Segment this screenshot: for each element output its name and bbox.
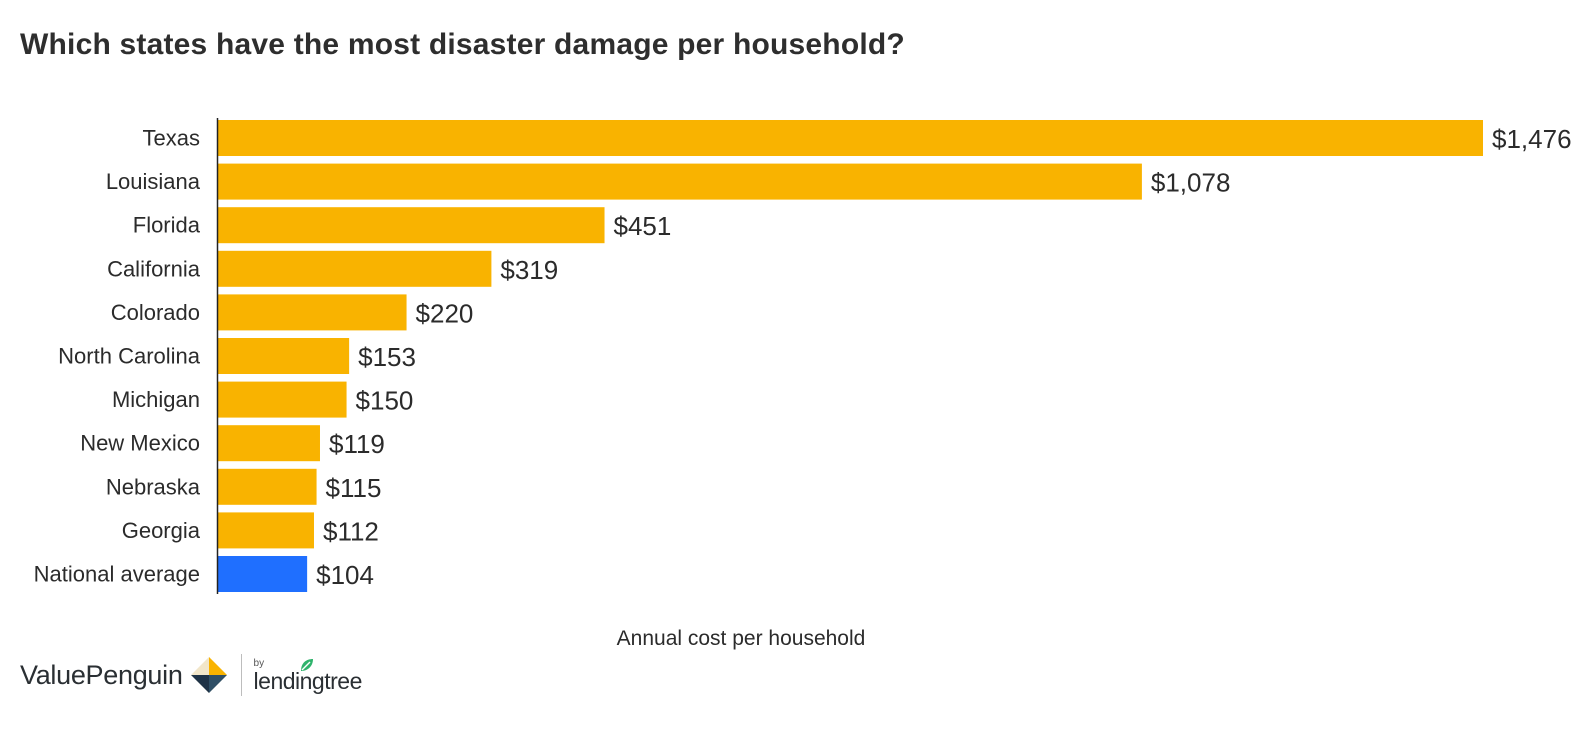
bar-north-carolina [218, 338, 350, 374]
value-label: $319 [500, 255, 558, 285]
logo-divider [240, 654, 242, 696]
bar-california [218, 250, 492, 287]
lendingtree-logo-text: lendingtree [253, 668, 363, 694]
value-label: $115 [326, 473, 382, 503]
lendingtree-logo: by lendingtree [254, 652, 374, 698]
x-axis-label: Annual cost per household [616, 627, 866, 650]
value-label: $150 [356, 386, 414, 416]
value-label: $220 [416, 298, 474, 328]
bar-new-mexico [218, 425, 320, 462]
bar-georgia [218, 512, 314, 549]
bar-michigan [218, 381, 347, 418]
category-label: Georgia [122, 518, 201, 543]
category-label: Colorado [111, 300, 200, 325]
value-label: $104 [316, 560, 374, 590]
bar-national-average [218, 556, 308, 592]
value-label: $119 [329, 429, 385, 459]
category-label: National average [34, 562, 200, 587]
brand-logos: ValuePenguin by lendingtree [20, 652, 374, 698]
category-label: Louisiana [106, 169, 201, 194]
category-label: New Mexico [80, 431, 200, 456]
category-label: Nebraska [106, 474, 201, 499]
chart-title: Which states have the most disaster dama… [20, 28, 905, 61]
bar-colorado [218, 294, 407, 331]
bar-chart: Texas Louisiana Florida California Colorado N… [34, 118, 1572, 594]
value-label: $153 [358, 342, 416, 372]
bar-texas [218, 120, 1483, 156]
value-label: $451 [614, 211, 672, 241]
by-label: by [253, 658, 265, 669]
category-label: Michigan [112, 387, 200, 412]
bar-florida [218, 207, 605, 244]
lendingtree-leaf-icon [300, 659, 313, 671]
valuepenguin-logo-icon [190, 657, 227, 693]
bar-nebraska [218, 468, 317, 505]
value-labels-group: $1,476 $1,078 $451 $319 $220$153 $150 $119 $115… [316, 124, 1571, 590]
category-label: Texas [143, 126, 200, 151]
category-label: North Carolina [58, 344, 201, 369]
value-label: $1,476 [1492, 124, 1572, 154]
category-label: California [107, 256, 201, 281]
bars-group [218, 120, 1483, 592]
category-label: Florida [133, 213, 201, 238]
bar-louisiana [218, 163, 1142, 200]
value-label: $1,078 [1151, 168, 1231, 198]
value-label: $112 [323, 516, 379, 546]
category-labels-group: Texas Louisiana Florida California Colorado N… [34, 126, 201, 587]
valuepenguin-logo-text: ValuePenguin [20, 659, 183, 690]
